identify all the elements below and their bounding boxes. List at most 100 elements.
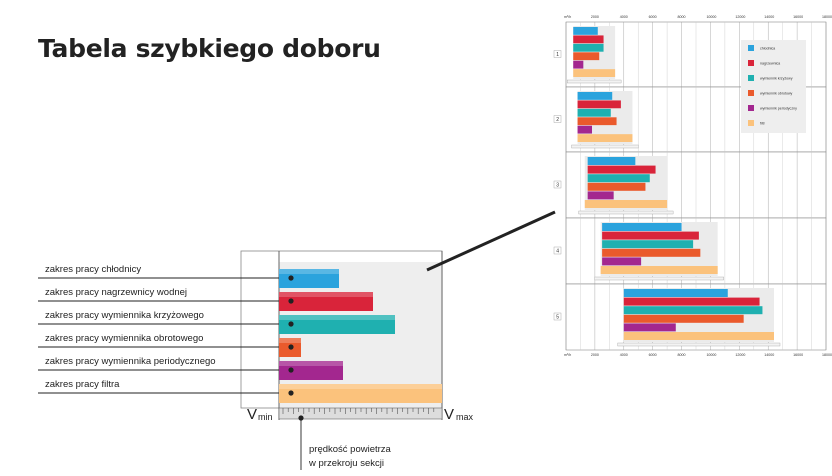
range-bar xyxy=(573,35,604,44)
range-bar xyxy=(602,240,694,249)
vmax-label: V xyxy=(444,406,454,423)
schematic-bar xyxy=(279,269,339,288)
section-label: 2 xyxy=(556,117,559,123)
speed-axis-ticks xyxy=(282,408,435,414)
x-tick-label-bottom: 10000 xyxy=(706,353,716,357)
leader-dot xyxy=(288,367,294,373)
range-bar xyxy=(577,125,592,134)
label-filtr: zakres pracy filtra xyxy=(45,379,120,390)
range-bar xyxy=(602,223,682,231)
x-tick-label-top: 14000 xyxy=(764,15,774,19)
legend-label: wymiennik obrotowy xyxy=(760,91,793,95)
x-tick-label-top: 18000 xyxy=(822,15,832,19)
range-bar xyxy=(573,27,598,35)
range-bar xyxy=(577,92,613,100)
range-bar xyxy=(577,134,633,142)
speed-note-line1: prędkość powietrza xyxy=(309,444,392,455)
legend-swatch xyxy=(748,105,754,111)
label-wymiennik-obrotowy: zakres pracy wymiennika obrotowego xyxy=(45,333,203,344)
section-label: 1 xyxy=(556,52,559,58)
legend-items: chłodnica nagrzewnica wymiennik krzyżowy wy… xyxy=(748,45,797,126)
section-speed-axis xyxy=(578,210,674,215)
selection-chart: 1 2 3 4 5 m³/h m³/h 2000 2000 4000 4000 6000 6000 800… xyxy=(553,15,832,357)
section-label-box xyxy=(553,246,562,255)
legend-swatch xyxy=(748,45,754,51)
zoom-connector-line xyxy=(426,210,556,272)
schematic-bar-highlight xyxy=(279,361,343,366)
leader-dot xyxy=(288,390,294,396)
leader-dot xyxy=(288,344,294,350)
x-tick-label-bottom: 18000 xyxy=(822,353,832,357)
x-unit-label-bottom: m³/h xyxy=(564,353,571,357)
x-tick-label-bottom: 16000 xyxy=(793,353,803,357)
range-bar xyxy=(623,332,774,340)
range-bar xyxy=(573,43,604,52)
schematic-bar-highlight xyxy=(279,269,339,274)
schematic-bar-highlight xyxy=(279,292,373,297)
range-bar xyxy=(602,257,642,266)
section-speed-axis xyxy=(571,144,639,149)
section-label-box xyxy=(553,115,562,123)
x-tick-label-top: 8000 xyxy=(678,15,686,19)
leader-dot xyxy=(288,298,294,304)
range-bar xyxy=(573,69,616,77)
section-label: 4 xyxy=(556,249,559,255)
legend-label: nagrzewnica xyxy=(760,61,780,65)
page-title: Tabela szybkiego doboru xyxy=(38,34,381,63)
legend-label: filtr xyxy=(760,121,766,125)
section-label-box xyxy=(553,312,562,321)
schematic-bar xyxy=(279,315,395,334)
x-tick-label-top: 10000 xyxy=(706,15,716,19)
leader-dot xyxy=(288,321,294,327)
leader-dot xyxy=(288,275,294,281)
x-tick-label-top: 4000 xyxy=(620,15,628,19)
range-bar xyxy=(600,266,718,274)
range-bar xyxy=(577,108,611,117)
legend-label: wymiennik periodyczny xyxy=(760,106,797,110)
range-bar xyxy=(623,297,760,306)
x-tick-label-bottom: 8000 xyxy=(678,353,686,357)
legend-label: chłodnica xyxy=(760,46,775,50)
speed-axis-bar xyxy=(278,407,443,420)
schematic-bar xyxy=(279,384,442,403)
range-bar xyxy=(587,157,636,165)
range-bar xyxy=(584,200,668,208)
section-speed-axis xyxy=(617,342,781,347)
schematic-bar xyxy=(279,292,373,311)
label-wymiennik-krzyzowy: zakres pracy wymiennika krzyżowego xyxy=(45,310,204,321)
range-bar xyxy=(623,306,763,315)
range-bar xyxy=(623,289,728,297)
section-label: 5 xyxy=(556,315,559,321)
schematic-bar xyxy=(279,361,343,380)
legend-box xyxy=(741,40,806,133)
x-tick-label-bottom: 6000 xyxy=(649,353,657,357)
legend-label: wymiennik krzyżowy xyxy=(760,76,793,80)
schematic-bars xyxy=(38,269,442,403)
range-bar xyxy=(623,323,676,332)
x-tick-label-top: 16000 xyxy=(793,15,803,19)
section-speed-axis xyxy=(567,79,622,84)
schematic-bar-highlight xyxy=(279,384,442,389)
range-bar xyxy=(577,117,617,126)
legend-swatch xyxy=(748,120,754,126)
section-label-box xyxy=(553,50,562,58)
legend-swatch xyxy=(748,60,754,66)
section-label-box xyxy=(553,180,562,189)
range-bar xyxy=(587,182,646,191)
range-bar xyxy=(577,100,621,109)
chart-legend: chłodnica nagrzewnica wymiennik krzyżowy wy… xyxy=(741,40,806,133)
x-tick-label-bottom: 12000 xyxy=(735,353,745,357)
range-bar xyxy=(602,231,699,240)
label-wymiennik-periodyczny: zakres pracy wymiennika periodycznego xyxy=(45,356,216,367)
schematic-bar-highlight xyxy=(279,338,301,343)
x-tick-label-bottom: 14000 xyxy=(764,353,774,357)
x-tick-label-top: 2000 xyxy=(591,15,599,19)
x-tick-label-top: 6000 xyxy=(649,15,657,19)
range-bar xyxy=(623,314,744,323)
range-bar xyxy=(602,248,701,257)
legend-swatch xyxy=(748,75,754,81)
schematic-bar-highlight xyxy=(279,315,395,320)
vmin-label: V xyxy=(247,406,257,423)
legend-swatch xyxy=(748,90,754,96)
